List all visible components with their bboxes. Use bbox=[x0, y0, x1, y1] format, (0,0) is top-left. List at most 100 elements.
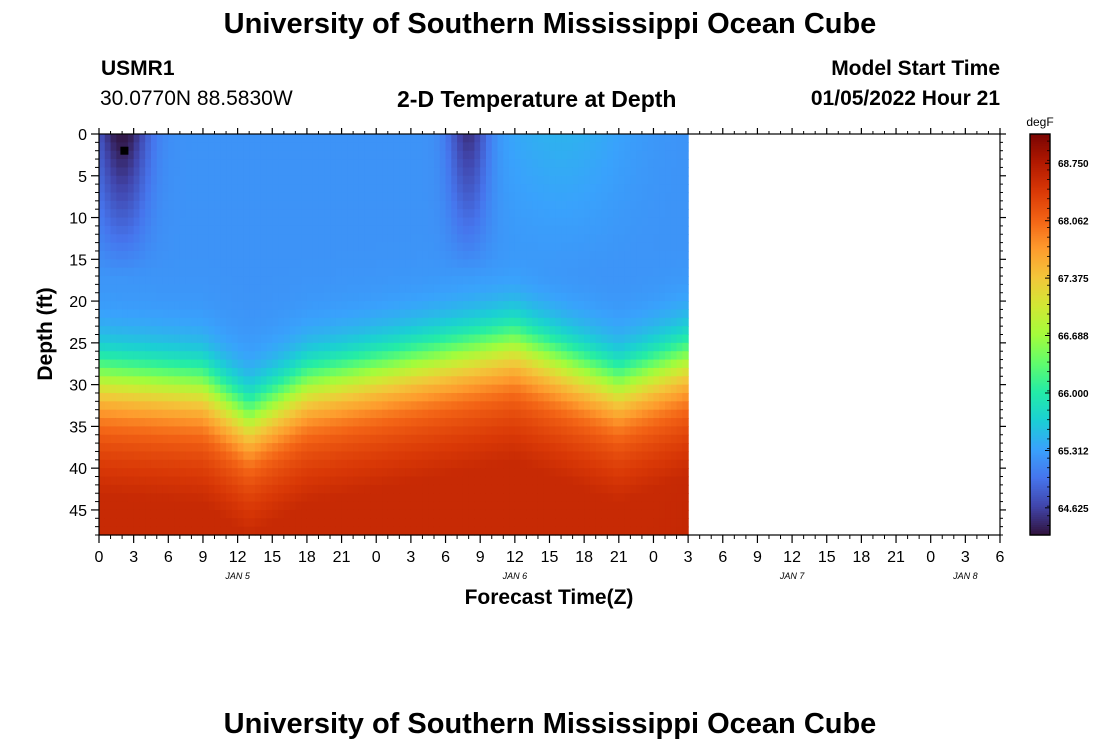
heat-cell bbox=[439, 217, 447, 227]
heat-cell bbox=[387, 326, 395, 336]
heat-cell bbox=[589, 434, 597, 444]
heat-cell bbox=[670, 468, 678, 478]
heat-cell bbox=[295, 242, 302, 252]
heat-cell bbox=[543, 501, 551, 511]
heat-cell bbox=[630, 317, 637, 327]
heat-cell bbox=[353, 209, 360, 219]
heat-cell bbox=[174, 518, 181, 528]
heat-cell bbox=[480, 142, 487, 152]
heat-cell bbox=[99, 418, 106, 427]
heat-cell bbox=[122, 234, 129, 244]
heat-cell bbox=[607, 418, 614, 427]
heat-cell bbox=[509, 476, 516, 486]
heat-cell bbox=[237, 309, 244, 319]
heat-cell bbox=[122, 276, 129, 285]
heat-cell bbox=[376, 326, 383, 336]
heat-cell bbox=[433, 309, 441, 319]
heat-cell bbox=[191, 376, 198, 386]
heat-cell bbox=[618, 225, 626, 235]
heat-cell bbox=[682, 434, 689, 444]
heat-cell bbox=[653, 225, 660, 235]
heat-cell bbox=[353, 476, 360, 486]
heat-cell bbox=[543, 225, 551, 235]
heat-cell bbox=[278, 334, 285, 344]
heat-cell bbox=[653, 518, 660, 528]
heat-cell bbox=[202, 392, 210, 402]
heat-cell bbox=[485, 309, 493, 319]
heat-cell bbox=[439, 225, 447, 235]
heat-cell bbox=[613, 317, 620, 327]
heat-cell bbox=[497, 134, 504, 143]
heat-cell bbox=[641, 267, 649, 277]
heat-cell bbox=[485, 518, 493, 528]
heat-cell bbox=[191, 451, 198, 461]
heat-cell bbox=[451, 484, 458, 494]
heat-cell bbox=[179, 493, 187, 503]
heat-cell bbox=[306, 376, 314, 386]
heat-cell bbox=[335, 518, 343, 528]
heat-cell bbox=[226, 184, 233, 194]
heat-cell bbox=[116, 351, 123, 361]
heat-cell bbox=[179, 242, 187, 252]
heat-cell bbox=[480, 292, 487, 302]
heat-cell bbox=[670, 159, 678, 169]
heat-cell bbox=[445, 476, 452, 486]
heat-cell bbox=[324, 142, 331, 152]
heat-cell bbox=[191, 242, 198, 252]
heat-cell bbox=[260, 351, 268, 361]
heat-cell bbox=[410, 451, 418, 461]
heat-cell bbox=[457, 526, 464, 536]
heat-cell bbox=[393, 242, 400, 252]
heat-cell bbox=[393, 376, 400, 386]
heat-cell bbox=[312, 309, 320, 319]
heat-cell bbox=[185, 225, 193, 235]
heat-cell bbox=[618, 426, 626, 436]
heat-cell bbox=[532, 276, 539, 285]
heat-cell bbox=[358, 476, 366, 486]
heat-cell bbox=[312, 351, 320, 361]
heat-cell bbox=[168, 292, 175, 302]
heat-cell bbox=[139, 284, 146, 294]
heat-cell bbox=[526, 209, 533, 219]
heat-cell bbox=[630, 342, 637, 352]
heat-cell bbox=[601, 234, 608, 244]
heat-cell bbox=[122, 359, 129, 369]
heat-cell bbox=[370, 367, 377, 377]
heat-cell bbox=[99, 317, 106, 327]
heat-cell bbox=[537, 234, 545, 244]
heat-cell bbox=[150, 234, 158, 244]
heat-cell bbox=[341, 359, 348, 369]
heat-cell bbox=[341, 267, 348, 277]
heat-cell bbox=[156, 200, 164, 210]
heat-cell bbox=[318, 451, 325, 461]
heat-cell bbox=[618, 451, 626, 461]
heat-cell bbox=[503, 334, 510, 344]
heat-cell bbox=[387, 493, 395, 503]
heat-cell bbox=[601, 317, 608, 327]
heat-cell bbox=[202, 459, 210, 469]
heat-cell bbox=[491, 284, 499, 294]
heat-cell bbox=[595, 459, 603, 469]
heat-cell bbox=[179, 526, 187, 536]
heat-cell bbox=[179, 317, 187, 327]
heat-cell bbox=[324, 434, 331, 444]
heat-cell bbox=[670, 184, 678, 194]
heat-cell bbox=[416, 509, 424, 519]
heat-cell bbox=[462, 476, 470, 486]
heat-cell bbox=[607, 234, 614, 244]
heat-cell bbox=[358, 184, 366, 194]
heat-cell bbox=[393, 292, 400, 302]
heat-cell bbox=[179, 175, 187, 185]
heat-cell bbox=[214, 501, 221, 511]
heat-cell bbox=[422, 409, 429, 419]
heat-cell bbox=[237, 509, 244, 519]
heat-cell bbox=[491, 150, 499, 160]
heat-cell bbox=[659, 359, 666, 369]
heat-cell bbox=[162, 401, 169, 411]
heat-cell bbox=[641, 409, 649, 419]
heat-cell bbox=[335, 459, 343, 469]
heat-cell bbox=[220, 284, 227, 294]
heat-cell bbox=[670, 426, 678, 436]
heat-cell bbox=[306, 175, 314, 185]
heat-cell bbox=[468, 342, 476, 352]
